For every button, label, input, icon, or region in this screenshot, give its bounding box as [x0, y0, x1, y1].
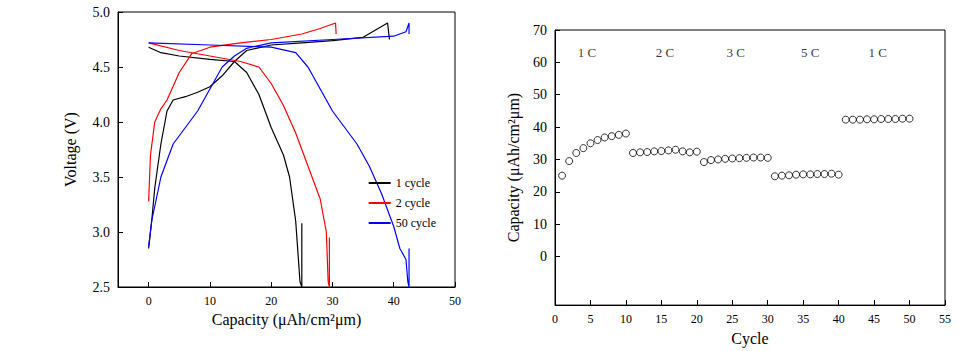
- svg-text:30: 30: [533, 152, 547, 167]
- svg-text:40: 40: [388, 294, 400, 308]
- svg-text:Voltage (V): Voltage (V): [62, 112, 80, 187]
- svg-text:50: 50: [533, 87, 547, 102]
- svg-text:0: 0: [552, 312, 558, 326]
- svg-text:5: 5: [587, 312, 593, 326]
- svg-text:2 C: 2 C: [656, 45, 674, 60]
- svg-text:15: 15: [655, 312, 667, 326]
- svg-text:Capacity (μAh/cm²μm): Capacity (μAh/cm²μm): [505, 93, 523, 242]
- svg-text:5 C: 5 C: [801, 45, 819, 60]
- svg-text:45: 45: [868, 312, 880, 326]
- svg-text:20: 20: [265, 294, 277, 308]
- svg-text:3.5: 3.5: [93, 170, 111, 185]
- svg-text:40: 40: [833, 312, 845, 326]
- svg-text:5.0: 5.0: [93, 5, 111, 20]
- svg-text:10: 10: [620, 312, 632, 326]
- svg-text:30: 30: [326, 294, 338, 308]
- svg-text:20: 20: [533, 184, 547, 199]
- svg-text:Cycle: Cycle: [731, 330, 768, 348]
- svg-text:4.0: 4.0: [93, 115, 111, 130]
- svg-text:25: 25: [726, 312, 738, 326]
- svg-text:70: 70: [533, 23, 547, 38]
- svg-text:1 cycle: 1 cycle: [396, 176, 430, 190]
- svg-text:20: 20: [691, 312, 703, 326]
- svg-text:3 C: 3 C: [727, 45, 745, 60]
- svg-text:2.5: 2.5: [93, 280, 111, 295]
- svg-text:0: 0: [146, 294, 152, 308]
- svg-text:40: 40: [533, 120, 547, 135]
- svg-text:2 cycle: 2 cycle: [396, 196, 430, 210]
- svg-text:Capacity (μAh/cm²μm): Capacity (μAh/cm²μm): [212, 311, 361, 329]
- svg-text:55: 55: [939, 312, 951, 326]
- svg-text:30: 30: [762, 312, 774, 326]
- svg-text:50: 50: [904, 312, 916, 326]
- svg-text:10: 10: [204, 294, 216, 308]
- svg-text:3.0: 3.0: [93, 225, 111, 240]
- svg-text:50: 50: [449, 294, 461, 308]
- svg-text:1 C: 1 C: [868, 45, 886, 60]
- svg-text:0: 0: [540, 249, 547, 264]
- svg-text:50 cycle: 50 cycle: [396, 216, 436, 230]
- svg-text:35: 35: [797, 312, 809, 326]
- svg-text:4.5: 4.5: [93, 60, 111, 75]
- svg-text:1 C: 1 C: [578, 45, 596, 60]
- svg-text:10: 10: [533, 217, 547, 232]
- svg-text:60: 60: [533, 55, 547, 70]
